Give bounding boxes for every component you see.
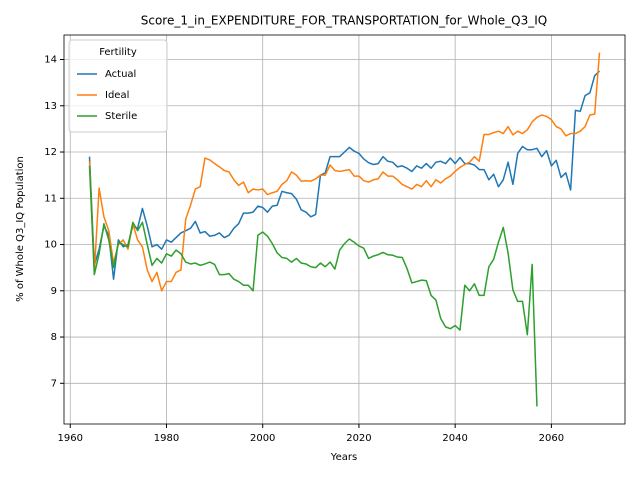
- series-line: [88, 52, 601, 292]
- y-tick-label: 10: [44, 240, 57, 251]
- y-tick-label: 8: [51, 332, 57, 343]
- legend-label: Actual: [105, 69, 136, 80]
- x-tick-label: 2000: [250, 433, 275, 444]
- y-tick-label: 11: [44, 193, 57, 204]
- x-tick-label: 1980: [154, 433, 179, 444]
- legend-label: Ideal: [105, 90, 129, 101]
- x-axis-label: Years: [330, 452, 357, 463]
- x-tick-label: 2060: [539, 433, 564, 444]
- legend-title: Fertility: [99, 47, 137, 58]
- plot-frame: [63, 34, 626, 425]
- x-tick-label: 2040: [442, 433, 467, 444]
- y-tick-label: 12: [44, 147, 57, 158]
- y-axis-label: % of Whole Q3_IQ Population: [15, 156, 26, 302]
- y-tick-label: 9: [51, 286, 57, 297]
- legend-label: Sterile: [105, 111, 137, 122]
- x-tick-label: 2020: [346, 433, 371, 444]
- x-tick-label: 1960: [58, 433, 83, 444]
- series-line: [88, 165, 538, 407]
- y-tick-label: 13: [44, 101, 57, 112]
- series-line: [88, 70, 601, 280]
- legend-box: [68, 39, 168, 133]
- legend: Fertility Actual Ideal Sterile: [68, 39, 168, 133]
- y-tick-label: 7: [51, 378, 57, 389]
- y-tick-label: 14: [44, 55, 57, 66]
- chart-title: Score_1_in_EXPENDITURE_FOR_TRANSPORTATIO…: [141, 14, 547, 28]
